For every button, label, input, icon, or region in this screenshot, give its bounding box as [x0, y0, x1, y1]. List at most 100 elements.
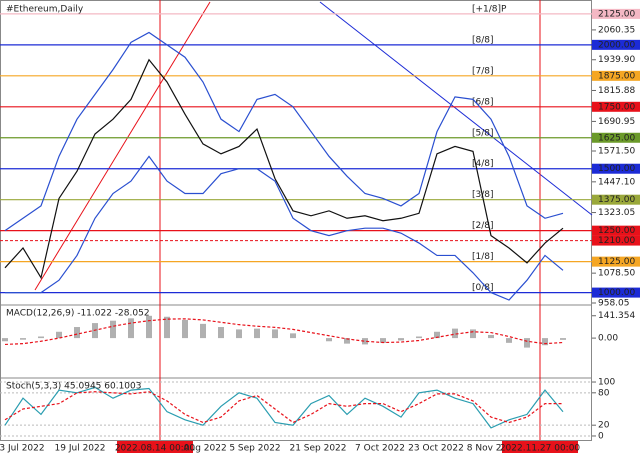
- y-tick-label: 1690.95: [598, 117, 635, 127]
- y-tick-label: 2060.35: [598, 25, 635, 35]
- y-tick-label: 80: [598, 388, 610, 398]
- y-tick-label: 0: [598, 431, 604, 441]
- trend-line: [34, 1, 211, 291]
- macd-bar: [488, 334, 494, 339]
- price-label: 1000.00: [598, 288, 635, 298]
- time-label: 2022.08.14 00:00: [115, 444, 196, 454]
- y-tick-label: 20: [598, 421, 610, 431]
- macd-bar: [362, 338, 368, 345]
- price-box: [592, 101, 640, 112]
- macd-bar: [146, 315, 152, 339]
- macd-bar: [524, 338, 530, 348]
- macd-bar: [128, 318, 134, 339]
- murrey-name: [0/8]: [472, 283, 494, 293]
- time-highlight: [502, 441, 578, 453]
- time-label: Aug 2022: [183, 444, 226, 454]
- murrey-name: [8/8]: [472, 35, 494, 45]
- murrey-name: [2/8]: [472, 221, 494, 231]
- panel-title: #Ethereum,Daily: [6, 5, 84, 15]
- y-tick-label: 141.354: [598, 311, 635, 321]
- y-tick-label: 958.05: [598, 298, 630, 308]
- time-label: 8 Nov 20: [467, 444, 508, 454]
- macd-bar: [416, 336, 422, 339]
- price-box: [592, 39, 640, 50]
- price-box: [592, 235, 640, 246]
- macd-bar: [2, 338, 8, 342]
- macd-bar: [74, 327, 80, 339]
- price-box: [592, 194, 640, 205]
- price-label: 1750.00: [598, 102, 635, 112]
- macd-bar: [20, 338, 26, 340]
- murrey-name: [4/8]: [472, 159, 494, 169]
- y-tick-label: 0.00: [598, 334, 618, 344]
- macd-bar: [326, 338, 332, 342]
- y-tick-label: 1447.10: [598, 177, 635, 187]
- price-box: [592, 163, 640, 174]
- time-label: 7 Oct 2022: [355, 444, 405, 454]
- macd-bar: [398, 338, 404, 341]
- macd-bar: [110, 320, 116, 339]
- macd-bar: [236, 329, 242, 339]
- y-tick-label: 100: [598, 378, 615, 388]
- murrey-name: [5/8]: [472, 128, 494, 138]
- price-box: [592, 132, 640, 143]
- macd-bar: [254, 328, 260, 339]
- macd-bar: [218, 327, 224, 339]
- price-label: 1125.00: [598, 257, 635, 267]
- y-tick-label: 1571.50: [598, 147, 635, 157]
- time-label: 2022.11.27 00:00: [500, 444, 581, 454]
- series-line: [4, 386, 564, 429]
- macd-bar: [452, 328, 458, 339]
- time-label: 3 Jul 2022: [0, 444, 45, 454]
- murrey-name: [6/8]: [472, 97, 494, 107]
- price-box: [592, 225, 640, 236]
- macd-bar: [560, 338, 566, 340]
- price-label: 1375.00: [598, 195, 635, 205]
- panel-title: Stoch(5,3,3) 45.0945 60.1003: [6, 382, 141, 392]
- y-tick-label: 1078.50: [598, 269, 635, 279]
- macd-bar: [164, 316, 170, 339]
- series-line: [5, 155, 564, 301]
- y-tick-label: 1323.05: [598, 208, 635, 218]
- y-tick-label: 1815.88: [598, 86, 635, 96]
- macd-bar: [56, 331, 62, 339]
- price-box: [592, 70, 640, 81]
- macd-bar: [344, 338, 350, 344]
- price-box: [592, 256, 640, 267]
- macd-bar: [506, 338, 512, 343]
- macd-bar: [434, 331, 440, 339]
- murrey-name: [+1/8]P: [472, 4, 507, 14]
- macd-bar: [470, 329, 476, 339]
- panel-title: MACD(12,26,9) -11.022 -28.052: [6, 309, 150, 319]
- macd-bar: [542, 338, 548, 346]
- macd-bar: [290, 333, 296, 339]
- murrey-name: [7/8]: [472, 66, 494, 76]
- price-box: [592, 287, 640, 298]
- series-line: [4, 31, 564, 232]
- macd-bar: [200, 323, 206, 339]
- time-label: 19 Jul 2022: [55, 444, 106, 454]
- series-line: [4, 318, 564, 346]
- series-line: [4, 58, 564, 280]
- price-label: 1210.00: [598, 236, 635, 246]
- macd-bar: [182, 319, 188, 339]
- price-label: 2125.00: [598, 9, 635, 19]
- price-label: 2000.00: [598, 40, 635, 50]
- macd-bar: [380, 338, 386, 343]
- price-label: 1625.00: [598, 133, 635, 143]
- time-label: 5 Sep 2022: [229, 444, 280, 454]
- y-tick-label: 1939.90: [598, 55, 635, 65]
- time-highlight: [117, 441, 193, 453]
- price-box: [592, 8, 640, 19]
- time-label: 23 Oct 2022: [408, 444, 464, 454]
- trend-line: [319, 1, 593, 216]
- time-label: 21 Sep 2022: [289, 444, 346, 454]
- price-label: 1250.00: [598, 226, 635, 236]
- price-label: 1500.00: [598, 164, 635, 174]
- plot-frame: [0, 0, 592, 441]
- macd-bar: [38, 336, 44, 339]
- price-label: 1875.00: [598, 71, 635, 81]
- murrey-name: [1/8]: [472, 252, 494, 262]
- macd-bar: [272, 329, 278, 339]
